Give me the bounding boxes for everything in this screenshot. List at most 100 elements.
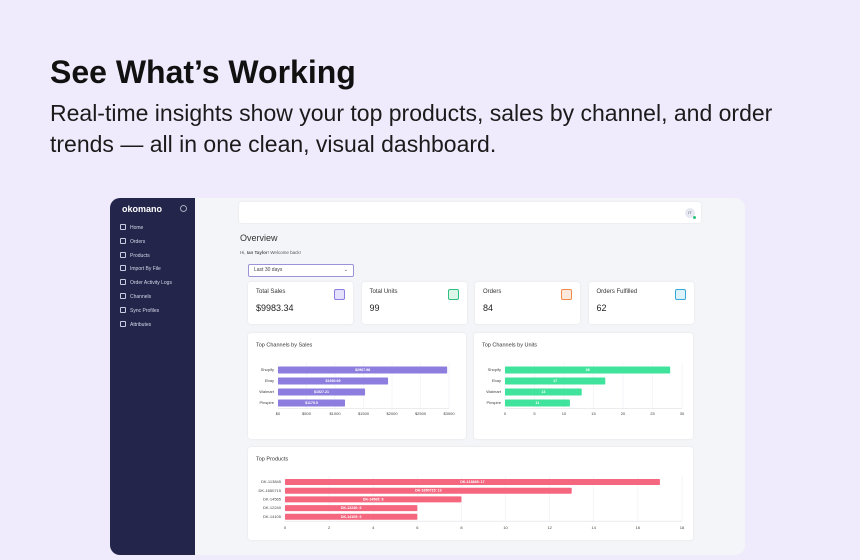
y-tick-label: Shopify xyxy=(261,367,274,372)
y-tick-label: Ebay xyxy=(265,378,274,383)
stat-label: Total Units xyxy=(369,289,398,295)
bar-label: $2967.98 xyxy=(355,368,370,372)
bar-label: DK-12240: 6 xyxy=(341,506,362,510)
chart-card: Top Channels by Sales $0 $500 $1000 $1500 $20… xyxy=(248,333,466,439)
bar xyxy=(505,388,582,396)
headline: See What’s Working xyxy=(50,54,356,90)
greeting-suffix: ! Welcome back! xyxy=(267,250,301,255)
bar xyxy=(285,496,462,503)
nav-icon xyxy=(120,320,126,327)
bar-label: $1527.21 xyxy=(314,390,329,394)
bar-label: 28 xyxy=(586,368,590,372)
nav-item[interactable]: Import By File xyxy=(120,265,161,272)
bar xyxy=(505,366,671,374)
nav-label: Channels xyxy=(130,294,152,300)
x-tick-label: 6 xyxy=(416,525,419,530)
nav-icon xyxy=(120,251,126,258)
x-tick-label: 2 xyxy=(328,525,331,530)
status-dot xyxy=(693,216,696,219)
nav-item[interactable]: Orders xyxy=(120,237,146,245)
y-tick-label: Ebay xyxy=(492,378,501,383)
y-tick-label: DK-1650715 xyxy=(259,488,282,493)
dashboard: okomano Home Orders Products Import By File… xyxy=(110,198,745,555)
nav-item[interactable]: Channels xyxy=(120,293,151,300)
y-tick-label: Pinspire xyxy=(260,400,275,405)
bar xyxy=(505,377,606,385)
chart: Top Channels by Units 0 5 10 15 20 25 30 Shopify… xyxy=(482,342,685,416)
nav-icon xyxy=(120,293,126,299)
date-range-select[interactable]: Last 30 days ⌄ xyxy=(248,264,354,277)
x-tick-label: 16 xyxy=(636,525,641,530)
chevron: ⌄ xyxy=(343,267,348,273)
bar xyxy=(505,399,570,407)
avatar[interactable]: IT xyxy=(685,208,695,218)
x-tick-label: 10 xyxy=(503,525,508,530)
stat-value: 62 xyxy=(596,303,607,313)
x-tick-label: $2000 xyxy=(386,411,398,416)
nav-item[interactable]: Sync Profiles xyxy=(120,306,160,314)
stat-label: Orders xyxy=(483,289,502,295)
stat-card: Total Sales $9983.34 xyxy=(248,282,353,324)
x-tick-label: $1000 xyxy=(329,411,341,416)
x-tick-label: 0 xyxy=(284,525,287,530)
nav-item[interactable]: Home xyxy=(120,224,143,231)
x-tick-label: $1500 xyxy=(358,411,370,416)
bar-label: DK-113845: 17 xyxy=(460,480,484,484)
x-tick-label: 5 xyxy=(533,411,536,416)
stat-icon xyxy=(334,289,345,300)
user-name: Ian Taylor xyxy=(246,250,268,255)
y-tick-label: Shopify xyxy=(488,367,501,372)
topbar: IT xyxy=(239,202,701,223)
bar-label: $1175.5 xyxy=(305,401,318,405)
nav-icon xyxy=(120,237,126,244)
x-tick-label: 8 xyxy=(460,525,463,530)
stat-label: Total Sales xyxy=(256,289,286,295)
stat-icon xyxy=(674,289,686,300)
y-tick-label: Pinspire xyxy=(487,400,502,405)
nav-label: Orders xyxy=(130,238,146,245)
x-tick-label: 18 xyxy=(680,525,685,530)
stat-icon xyxy=(447,289,459,300)
stat-card: Orders Fulfilled 62 xyxy=(588,282,694,324)
bar-label: DK-1650715: 13 xyxy=(415,489,442,493)
x-tick-label: 14 xyxy=(592,525,597,530)
stat-label: Orders Fulfilled xyxy=(596,289,638,295)
stat-value: 99 xyxy=(369,303,380,313)
y-tick-label: DK-113845 xyxy=(261,479,282,484)
y-tick-label: DK-14105 xyxy=(263,514,282,519)
nav-item[interactable]: Attributes xyxy=(120,320,151,328)
y-tick-label: DK-12240 xyxy=(263,505,282,510)
stat-icon xyxy=(561,289,572,300)
bar-label: DK-14565: 8 xyxy=(363,497,384,501)
chart-title: Top Channels by Sales xyxy=(256,342,313,348)
bar-label: 11 xyxy=(536,401,540,405)
stat-card: Orders 84 xyxy=(475,282,580,324)
chart: Top Channels by Sales $0 $500 $1000 $1500 $20… xyxy=(256,342,455,416)
bar xyxy=(278,388,366,396)
x-tick-label: 25 xyxy=(650,411,655,416)
logo[interactable]: okomano xyxy=(122,204,163,214)
bar xyxy=(278,366,448,374)
stat-value: 84 xyxy=(483,303,494,313)
greeting-prefix: Hi, xyxy=(240,250,247,255)
nav-label: Import By File xyxy=(130,266,161,273)
chart-title: Top Channels by Units xyxy=(482,342,537,348)
x-tick-label: $500 xyxy=(302,411,312,416)
nav-label: Order Activity Logs xyxy=(130,280,172,287)
x-tick-label: 4 xyxy=(372,525,375,530)
page-title: Overview xyxy=(240,233,278,243)
nav-label: Products xyxy=(130,252,150,259)
y-tick-label: Walmart xyxy=(259,389,275,394)
nav-label: Sync Profiles xyxy=(130,307,160,314)
bar xyxy=(285,505,418,512)
bar xyxy=(285,479,660,485)
collapse-button[interactable] xyxy=(180,205,187,212)
nav-item[interactable]: Products xyxy=(120,251,150,259)
nav-item[interactable]: Order Activity Logs xyxy=(120,279,172,286)
stat-value: $9983.34 xyxy=(256,303,294,313)
bar-label: DK-14105: 6 xyxy=(341,515,362,519)
bar-label: $1930.69 xyxy=(326,379,341,383)
bar xyxy=(285,513,418,520)
chart: Top Products 0 2 4 6 8 10 12 14 16 18 DK-113845 DK-1… xyxy=(256,456,685,530)
